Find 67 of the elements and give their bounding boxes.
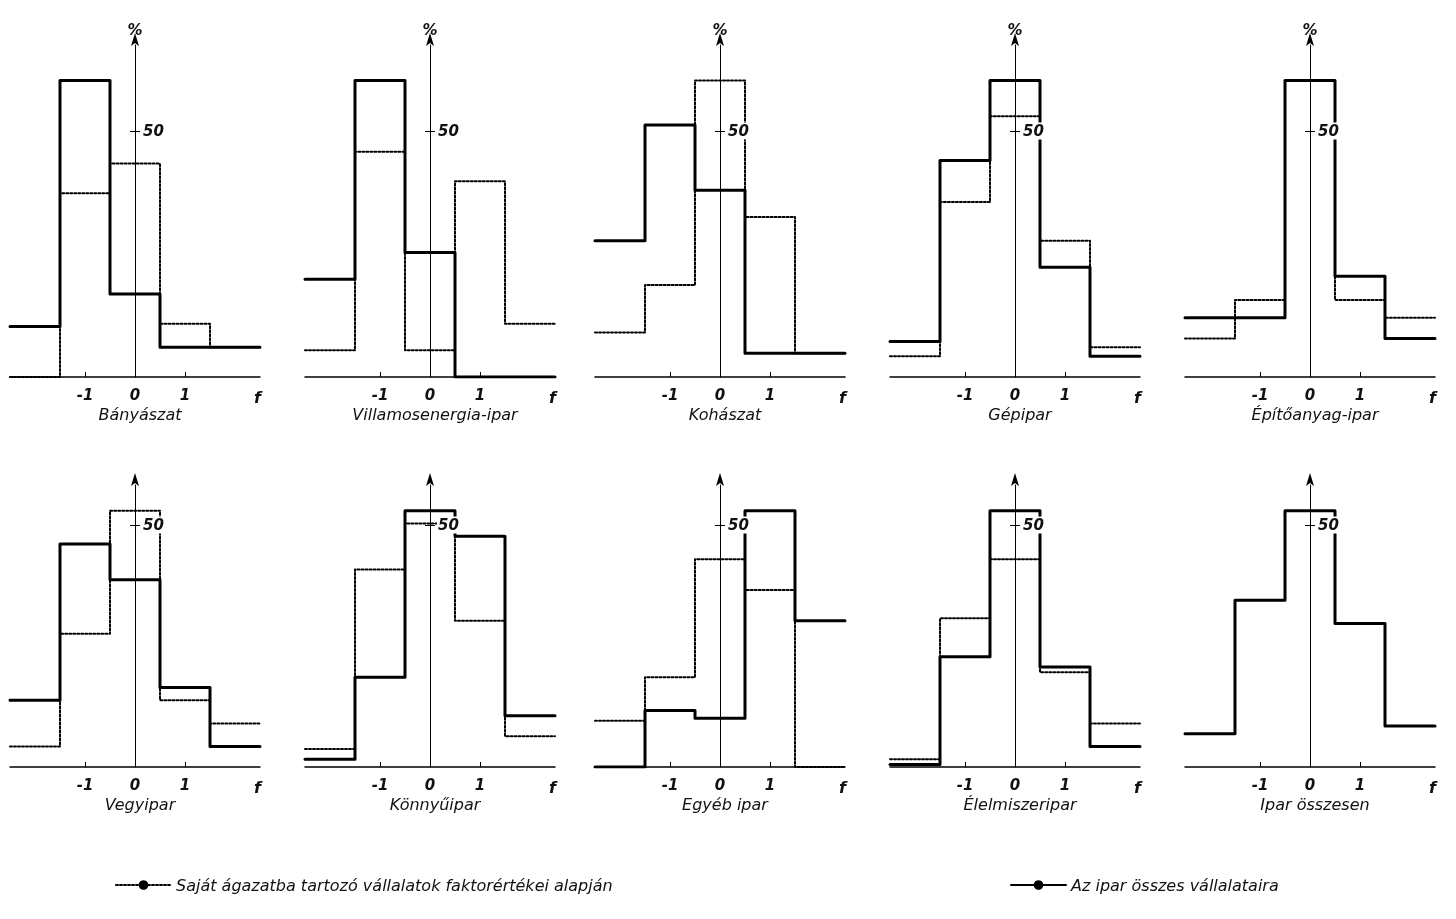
x-tick-label: 0 bbox=[129, 775, 141, 794]
x-tick-label: -1 bbox=[1251, 775, 1269, 794]
x-axis-title: f bbox=[1429, 777, 1438, 797]
x-tick-label: -1 bbox=[661, 775, 679, 794]
x-tick-label: 1 bbox=[179, 775, 191, 794]
annotation: 50 bbox=[438, 122, 459, 140]
text: Gépipar bbox=[988, 404, 1054, 424]
x-tick-label: 1 bbox=[474, 775, 486, 794]
annotation: 50 bbox=[728, 516, 749, 534]
annotation: 50 bbox=[143, 122, 164, 140]
x-axis-title: f bbox=[1134, 777, 1143, 797]
x-tick-label: -1 bbox=[956, 775, 974, 794]
x-tick-label: 1 bbox=[1059, 385, 1071, 404]
x-tick-label: 0 bbox=[129, 385, 141, 404]
legend-label: Saját ágazatba tartozó vállalatok faktorértékei alapján bbox=[176, 875, 613, 895]
y-axis-title: % bbox=[712, 20, 728, 39]
x-axis-title: f bbox=[549, 387, 558, 407]
text: Kohászat bbox=[688, 404, 762, 424]
x-tick-label: 1 bbox=[1059, 775, 1071, 794]
x-tick-label: -1 bbox=[76, 775, 94, 794]
y-axis-title: % bbox=[127, 20, 143, 39]
text: Élelmiszeripar bbox=[963, 794, 1078, 814]
text: Egyéb ipar bbox=[682, 794, 770, 814]
text: Könnyűipar bbox=[389, 794, 482, 814]
annotation: 50 bbox=[1023, 516, 1044, 534]
x-tick-label: -1 bbox=[661, 385, 679, 404]
x-tick-label: 0 bbox=[1304, 775, 1316, 794]
annotation: 50 bbox=[1023, 122, 1044, 140]
text: Építőanyag-ipar bbox=[1251, 404, 1380, 424]
x-tick-label: -1 bbox=[956, 385, 974, 404]
text: Villamosenergia-ipar bbox=[352, 404, 520, 424]
x-axis-title: f bbox=[1429, 387, 1438, 407]
x-tick-label: -1 bbox=[1251, 385, 1269, 404]
x-tick-label: 1 bbox=[179, 385, 191, 404]
x-tick-label: -1 bbox=[76, 385, 94, 404]
y-axis-title: % bbox=[1007, 20, 1023, 39]
x-tick-label: 1 bbox=[764, 385, 776, 404]
y-axis-title: % bbox=[422, 20, 438, 39]
x-tick-label: 0 bbox=[714, 385, 726, 404]
text: Bányászat bbox=[98, 404, 183, 424]
legend-label: Az ipar összes vállalataira bbox=[1070, 875, 1279, 895]
x-tick-label: -1 bbox=[371, 385, 389, 404]
x-axis-title: f bbox=[549, 777, 558, 797]
x-tick-label: 1 bbox=[1354, 775, 1366, 794]
annotation: 50 bbox=[1318, 516, 1339, 534]
x-tick-label: 0 bbox=[1009, 775, 1021, 794]
x-axis-title: f bbox=[839, 777, 848, 797]
annotation: 50 bbox=[728, 122, 749, 140]
x-tick-label: 0 bbox=[424, 775, 436, 794]
x-tick-label: 0 bbox=[1009, 385, 1021, 404]
x-axis-title: f bbox=[839, 387, 848, 407]
x-tick-label: 1 bbox=[474, 385, 486, 404]
x-axis-title: f bbox=[1134, 387, 1143, 407]
y-axis-title: % bbox=[1302, 20, 1318, 39]
annotation: 50 bbox=[1318, 122, 1339, 140]
x-tick-label: 0 bbox=[1304, 385, 1316, 404]
text: Vegyipar bbox=[104, 794, 177, 814]
x-axis-title: f bbox=[254, 777, 263, 797]
x-axis-title: f bbox=[254, 387, 263, 407]
text: Ipar összesen bbox=[1260, 794, 1370, 814]
x-tick-label: -1 bbox=[371, 775, 389, 794]
annotation: 50 bbox=[438, 516, 459, 534]
x-tick-label: 1 bbox=[764, 775, 776, 794]
x-tick-label: 0 bbox=[424, 385, 436, 404]
x-tick-label: 0 bbox=[714, 775, 726, 794]
x-tick-label: 1 bbox=[1354, 385, 1366, 404]
annotation: 50 bbox=[143, 516, 164, 534]
